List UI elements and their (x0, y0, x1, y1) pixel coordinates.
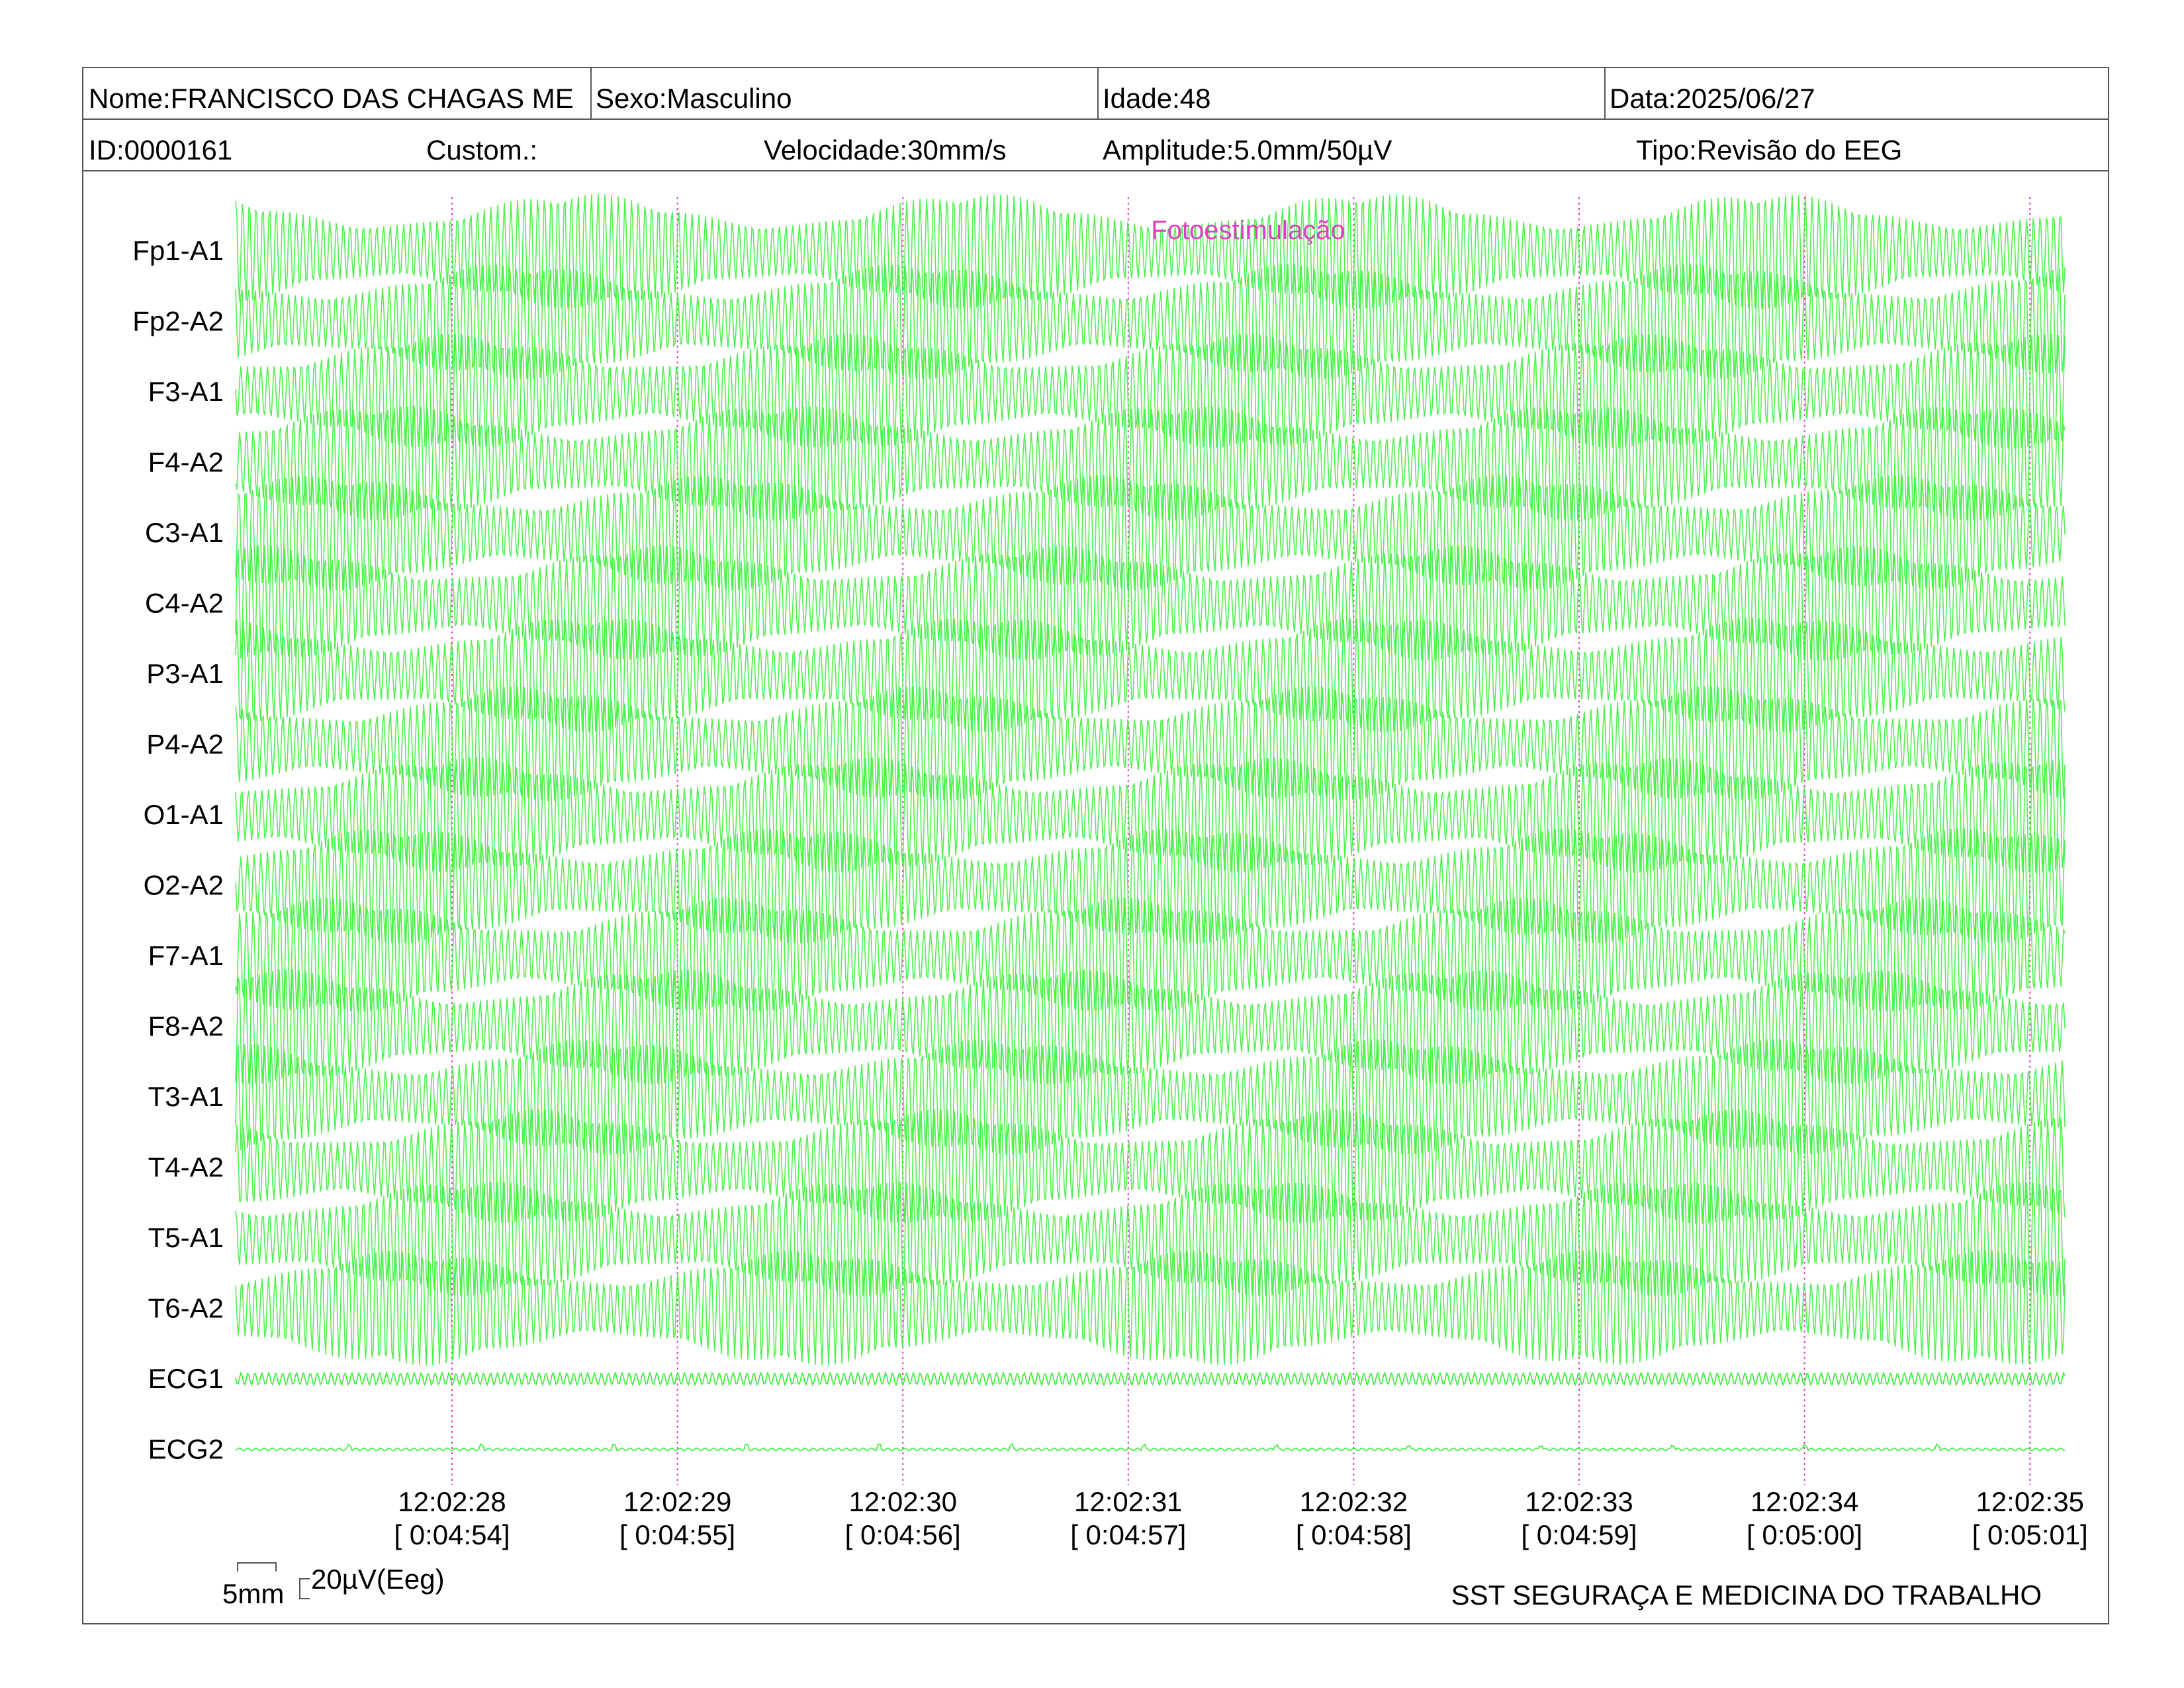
channel-trace (235, 757, 2066, 873)
channel-label: ECG2 (148, 1434, 224, 1465)
channel-label: F7-A1 (148, 940, 224, 971)
patient-sex: Sexo:Masculino (596, 83, 792, 114)
patient-id: ID:0000161 (89, 134, 233, 165)
exam-date: Data:2025/06/27 (1610, 83, 1815, 114)
time-marker-elapsed: [ 0:05:01] (1972, 1519, 2088, 1550)
amplitude-scale-bar (299, 1578, 310, 1599)
time-marker-clock: 12:02:29 (623, 1486, 732, 1517)
time-scale-bar (237, 1562, 277, 1571)
channel-trace (235, 406, 2066, 521)
channel-trace (235, 1443, 2066, 1452)
channel-trace (235, 475, 2066, 590)
channel-trace (235, 1109, 2066, 1224)
channel-label: T4-A2 (148, 1152, 224, 1183)
company-footer: SST SEGURAÇA E MEDICINA DO TRABALHO (1451, 1579, 2042, 1611)
channel-label: C3-A1 (145, 517, 224, 548)
channel-label: C4-A2 (145, 588, 224, 619)
channel-trace (235, 897, 2066, 1012)
time-marker-elapsed: [ 0:04:56] (845, 1519, 961, 1550)
channel-label: P3-A1 (146, 658, 224, 689)
time-marker-elapsed: [ 0:04:55] (619, 1519, 735, 1550)
header-divider (590, 68, 592, 118)
channel-trace (235, 969, 2066, 1085)
time-marker-elapsed: [ 0:04:59] (1521, 1519, 1637, 1550)
channel-label: F3-A1 (148, 376, 224, 407)
channel-trace (235, 618, 2066, 733)
channel-label: T5-A1 (148, 1222, 224, 1253)
channel-trace (235, 1039, 2066, 1155)
channel-label: T6-A2 (148, 1293, 224, 1324)
channel-label: ECG1 (148, 1363, 224, 1394)
header-row-exam: ID:0000161 Custom.: Velocidade:30mm/s Am… (83, 120, 2108, 171)
channel-trace (235, 828, 2066, 944)
time-marker-clock: 12:02:31 (1074, 1486, 1183, 1517)
recording-amplitude: Amplitude:5.0mm/50µV (1103, 134, 1392, 165)
time-marker-clock: 12:02:35 (1976, 1486, 2084, 1517)
channel-trace (235, 545, 2066, 661)
time-marker-elapsed: [ 0:05:00] (1747, 1519, 1862, 1550)
time-marker-clock: 12:02:32 (1300, 1486, 1408, 1517)
time-marker-clock: 12:02:28 (398, 1486, 506, 1517)
channel-label: O1-A1 (144, 799, 224, 830)
channel-trace (235, 1182, 2066, 1297)
channel-trace (235, 263, 2066, 379)
channel-label: T3-A1 (148, 1081, 224, 1112)
channel-trace (235, 334, 2066, 449)
event-annotation: Fotoestimulação (1151, 216, 1345, 245)
channel-trace (235, 1371, 2066, 1387)
time-marker-elapsed: [ 0:04:54] (394, 1519, 510, 1550)
header-row-patient: Nome:FRANCISCO DAS CHAGAS ME Sexo:Mascul… (83, 68, 2108, 120)
time-scale-label: 5mm (222, 1578, 285, 1609)
channel-label: F8-A2 (148, 1011, 224, 1042)
header-divider (1097, 68, 1099, 118)
exam-type: Tipo:Revisão do EEG (1636, 134, 1903, 165)
custom-field: Custom.: (426, 134, 538, 165)
recording-speed: Velocidade:30mm/s (764, 134, 1007, 165)
time-marker-elapsed: [ 0:04:58] (1296, 1519, 1412, 1550)
channel-label: P4-A2 (146, 729, 224, 760)
channel-trace (235, 686, 2066, 802)
channel-label: Fp2-A2 (132, 306, 224, 337)
channel-label: O2-A2 (144, 870, 224, 901)
patient-age: Idade:48 (1103, 83, 1211, 114)
patient-name: Nome:FRANCISCO DAS CHAGAS ME (89, 83, 574, 114)
amplitude-scale-label: 20µV(Eeg) (311, 1564, 445, 1595)
channel-label: F4-A2 (148, 447, 224, 478)
time-marker-clock: 12:02:34 (1751, 1486, 1859, 1517)
channel-trace (235, 1250, 2066, 1366)
time-marker-clock: 12:02:33 (1525, 1486, 1633, 1517)
eeg-report-sheet: Nome:FRANCISCO DAS CHAGAS ME Sexo:Mascul… (82, 67, 2109, 1624)
header-divider (1604, 68, 1606, 118)
channel-label: Fp1-A1 (132, 235, 224, 266)
time-marker-clock: 12:02:30 (848, 1486, 957, 1517)
channel-trace (235, 193, 2066, 309)
eeg-trace-plot: 12:02:28[ 0:04:54] 12:02:29[ 0:04:55] 12:0… (132, 193, 2088, 1550)
time-marker-elapsed: [ 0:04:57] (1070, 1519, 1186, 1550)
